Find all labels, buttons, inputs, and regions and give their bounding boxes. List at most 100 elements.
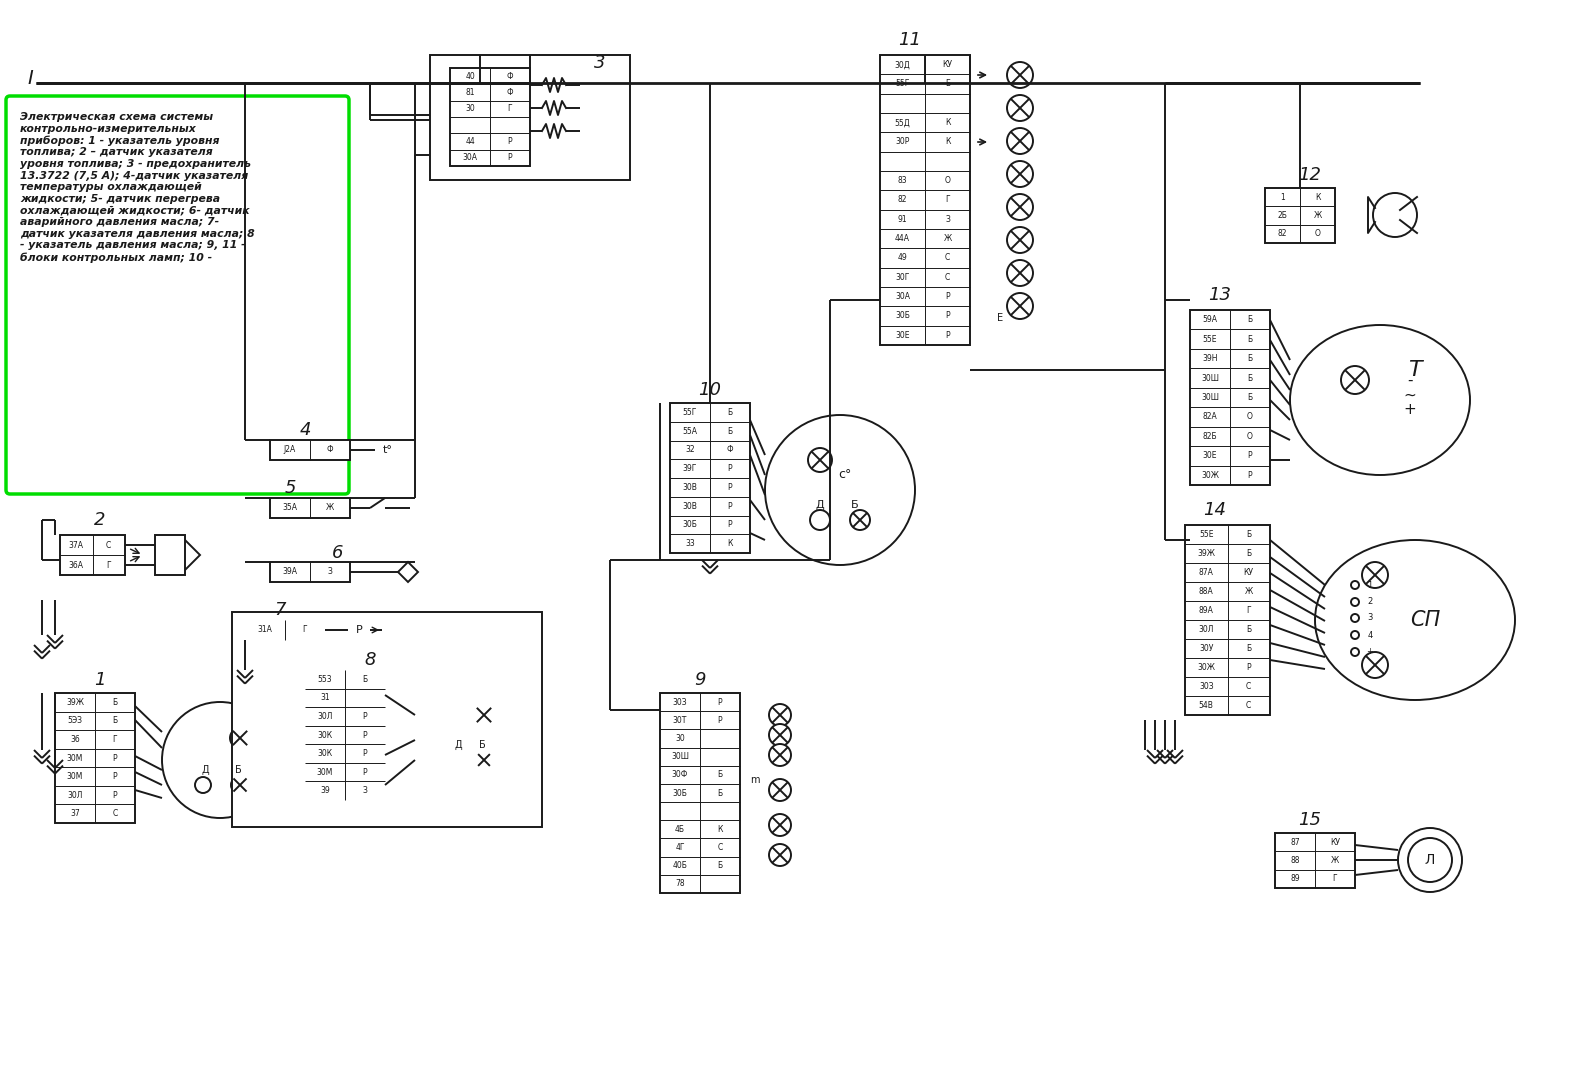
- Text: 553: 553: [318, 675, 333, 684]
- Text: 83: 83: [898, 176, 907, 185]
- Text: 10: 10: [699, 381, 721, 399]
- Text: 39Н: 39Н: [1202, 354, 1218, 363]
- Text: 39А: 39А: [282, 568, 298, 576]
- Bar: [1275, 833, 1355, 888]
- Text: Ж: Ж: [1245, 587, 1253, 596]
- Text: Д: Д: [815, 499, 825, 510]
- Text: 30Ш: 30Ш: [1200, 374, 1219, 382]
- Text: 30З: 30З: [1199, 682, 1213, 691]
- Text: 30Л: 30Л: [317, 711, 333, 721]
- Text: 40Б: 40Б: [672, 862, 688, 870]
- Text: 30Ж: 30Ж: [1197, 663, 1215, 672]
- Circle shape: [229, 728, 250, 748]
- Text: Р: Р: [113, 790, 118, 800]
- Text: 30В: 30В: [683, 482, 697, 492]
- Text: m: m: [750, 775, 759, 785]
- Text: 30М: 30М: [67, 772, 83, 781]
- Text: 30К: 30К: [317, 731, 333, 739]
- Circle shape: [1008, 128, 1033, 154]
- Text: Ф: Ф: [506, 88, 513, 97]
- Text: Б: Б: [1248, 334, 1253, 344]
- Bar: [430, 55, 630, 180]
- Circle shape: [1008, 161, 1033, 187]
- Text: 30Б: 30Б: [895, 311, 911, 321]
- Text: Л: Л: [1425, 853, 1434, 867]
- Circle shape: [766, 415, 915, 566]
- Text: 31А: 31А: [258, 625, 272, 635]
- Text: 4Б: 4Б: [675, 825, 685, 834]
- Text: КУ: КУ: [1243, 568, 1254, 577]
- Text: 44А: 44А: [895, 234, 911, 243]
- Circle shape: [1352, 615, 1360, 622]
- Text: Б: Б: [1248, 315, 1253, 324]
- Circle shape: [1363, 562, 1388, 588]
- Circle shape: [1008, 194, 1033, 220]
- Text: Б: Б: [234, 765, 242, 775]
- Text: Р: Р: [946, 292, 950, 301]
- Circle shape: [769, 744, 791, 766]
- Text: Г: Г: [302, 625, 307, 635]
- Text: 4: 4: [1368, 630, 1372, 639]
- Text: Б: Б: [1247, 548, 1251, 558]
- Text: 30Б: 30Б: [683, 521, 697, 529]
- Text: 89: 89: [1290, 874, 1299, 883]
- Text: 30Е: 30Е: [895, 331, 909, 340]
- Text: КУ: КУ: [942, 60, 952, 69]
- Text: С: С: [113, 809, 118, 818]
- Text: 30К: 30К: [317, 749, 333, 758]
- FancyBboxPatch shape: [6, 96, 349, 494]
- Text: Б: Б: [946, 80, 950, 88]
- Text: 9: 9: [694, 671, 705, 689]
- Text: Р: Р: [363, 731, 368, 739]
- Text: 4: 4: [299, 421, 310, 439]
- Circle shape: [1372, 193, 1417, 237]
- Text: I: I: [27, 68, 33, 87]
- Text: 89А: 89А: [1199, 606, 1213, 615]
- Bar: [1184, 525, 1270, 715]
- Text: 30А: 30А: [895, 292, 911, 301]
- Circle shape: [231, 776, 248, 794]
- Text: С: С: [946, 253, 950, 262]
- Text: Ж: Ж: [1313, 211, 1321, 220]
- Text: Ф: Ф: [726, 445, 734, 455]
- Text: 55Е: 55Е: [1199, 530, 1213, 539]
- Text: Р: Р: [718, 716, 723, 725]
- Text: З: З: [328, 568, 333, 576]
- Circle shape: [476, 752, 492, 768]
- Text: 4Г: 4Г: [675, 843, 685, 852]
- Bar: [1189, 310, 1270, 485]
- Text: 30У: 30У: [1199, 644, 1213, 653]
- Text: 49: 49: [898, 253, 907, 262]
- Text: 37А: 37А: [68, 541, 84, 550]
- Text: Р: Р: [728, 502, 732, 510]
- Text: 1: 1: [1280, 193, 1285, 201]
- Bar: [56, 693, 135, 823]
- Text: 88: 88: [1290, 856, 1299, 865]
- Text: Ф: Ф: [506, 71, 513, 81]
- Text: Ж: Ж: [326, 504, 334, 512]
- Bar: [271, 440, 350, 460]
- Circle shape: [809, 448, 833, 472]
- Text: Б: Б: [363, 675, 368, 684]
- Circle shape: [1008, 293, 1033, 319]
- Bar: [661, 693, 740, 892]
- Text: К: К: [718, 825, 723, 834]
- Text: 82: 82: [898, 196, 907, 204]
- Text: 2Б: 2Б: [1277, 211, 1288, 220]
- Bar: [60, 535, 126, 575]
- Text: Е: Е: [997, 313, 1003, 323]
- Bar: [232, 612, 541, 828]
- Text: -: -: [1407, 373, 1412, 388]
- Text: 36: 36: [70, 735, 80, 744]
- Bar: [880, 55, 970, 345]
- Text: 31: 31: [320, 693, 330, 702]
- Text: 55Г: 55Г: [683, 408, 697, 416]
- Text: 39Г: 39Г: [683, 464, 697, 473]
- Text: 81: 81: [465, 88, 474, 97]
- Text: О: О: [1247, 432, 1253, 441]
- Circle shape: [769, 779, 791, 801]
- Circle shape: [769, 724, 791, 746]
- Text: 13: 13: [1208, 286, 1232, 304]
- Text: 54В: 54В: [1199, 701, 1213, 710]
- Text: 11: 11: [898, 31, 922, 49]
